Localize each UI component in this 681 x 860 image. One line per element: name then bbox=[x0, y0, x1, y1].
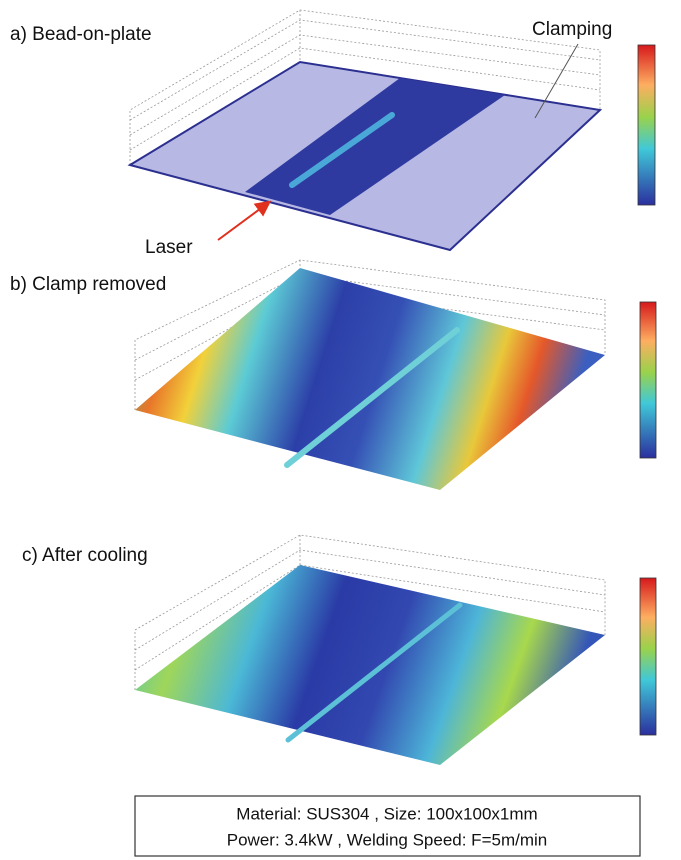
weld-zone bbox=[245, 78, 505, 215]
caption-line: Power: 3.4kW , Welding Speed: F=5m/min bbox=[227, 830, 547, 849]
panel-label: b) Clamp removed bbox=[10, 274, 166, 295]
annotation: Laser bbox=[145, 237, 193, 258]
grid-box bbox=[134, 534, 606, 690]
arrow bbox=[217, 200, 272, 241]
surface bbox=[135, 268, 605, 490]
color-bar bbox=[639, 301, 657, 459]
panel-label: a) Bead-on-plate bbox=[10, 24, 152, 45]
caption-line: Material: SUS304 , Size: 100x100x1mm bbox=[236, 804, 537, 823]
surface bbox=[135, 565, 605, 765]
bead bbox=[285, 602, 463, 743]
color-bar bbox=[637, 44, 656, 206]
annotation: Clamping bbox=[532, 19, 612, 40]
panel-label: c) After cooling bbox=[22, 545, 148, 566]
caption-box bbox=[134, 795, 641, 857]
bead bbox=[284, 327, 460, 468]
bead bbox=[289, 112, 395, 188]
grid-box bbox=[134, 259, 606, 410]
pointer bbox=[534, 43, 579, 119]
color-bar bbox=[639, 577, 657, 736]
grid-box bbox=[129, 9, 601, 165]
